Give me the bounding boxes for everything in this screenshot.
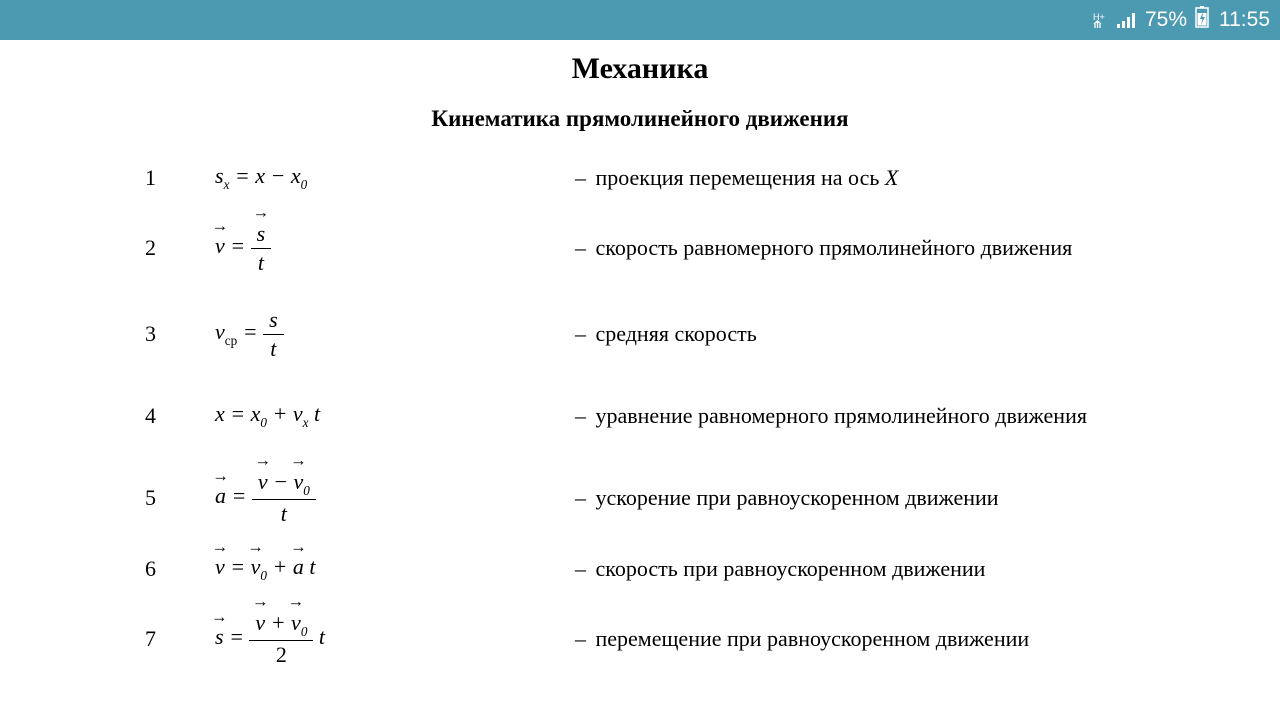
formula-description: – средняя скорость (575, 319, 1240, 349)
battery-icon (1195, 6, 1209, 34)
formula-description: – проекция перемещения на ось X (575, 163, 1240, 193)
formula-description: – уравнение равномерного прямолинейного … (575, 401, 1240, 431)
formula-expression: s = v + v02 t (215, 609, 565, 669)
formula-number: 2 (145, 235, 205, 261)
formula-expression: a = v − v0t (215, 468, 565, 528)
formula-description: – скорость равномерного прямолинейного д… (575, 233, 1240, 263)
formula-row: 7 s = v + v02 t – перемещение при равноуск… (40, 596, 1240, 682)
formula-row: 1 sx = x − x0 – проекция перемещения на ос… (40, 150, 1240, 205)
formula-number: 4 (145, 403, 205, 429)
android-status-bar: H+ 75% 11:55 (0, 0, 1280, 40)
page-title: Механика (40, 52, 1240, 86)
formula-number: 6 (145, 556, 205, 582)
formula-expression: v = v0 + a t (215, 554, 565, 584)
signal-strength-icon (1117, 11, 1137, 29)
network-type-icon: H+ (1093, 11, 1109, 29)
battery-percent-text: 75% (1145, 8, 1187, 32)
formula-row: 4 x = x0 + vx t – уравнение равномерного п… (40, 377, 1240, 455)
clock-text: 11:55 (1219, 8, 1270, 32)
formula-list: 1 sx = x − x0 – проекция перемещения на ос… (40, 150, 1240, 682)
formula-number: 7 (145, 626, 205, 652)
formula-description: – ускорение при равноускоренном движении (575, 483, 1240, 513)
formula-description: – скорость при равноускоренном движении (575, 554, 1240, 584)
section-title: Кинематика прямолинейного движения (40, 106, 1240, 132)
formula-number: 5 (145, 485, 205, 511)
document-content: Механика Кинематика прямолинейного движе… (0, 40, 1280, 720)
formula-expression: sx = x − x0 (215, 163, 565, 193)
formula-expression: x = x0 + vx t (215, 401, 565, 431)
formula-row: 6 v = v0 + a t – скорость при равноускорен… (40, 541, 1240, 596)
formula-expression: v = st (215, 220, 565, 276)
svg-text:H+: H+ (1093, 12, 1105, 22)
formula-row: 2 v = st – скорость равномерного прямолине… (40, 205, 1240, 291)
formula-number: 3 (145, 321, 205, 347)
formula-row: 3 vср = st – средняя скорость (40, 291, 1240, 377)
formula-expression: vср = st (215, 306, 565, 362)
formula-number: 1 (145, 165, 205, 191)
formula-row: 5 a = v − v0t – ускорение при равноускорен… (40, 455, 1240, 541)
formula-description: – перемещение при равноускоренном движен… (575, 624, 1240, 654)
